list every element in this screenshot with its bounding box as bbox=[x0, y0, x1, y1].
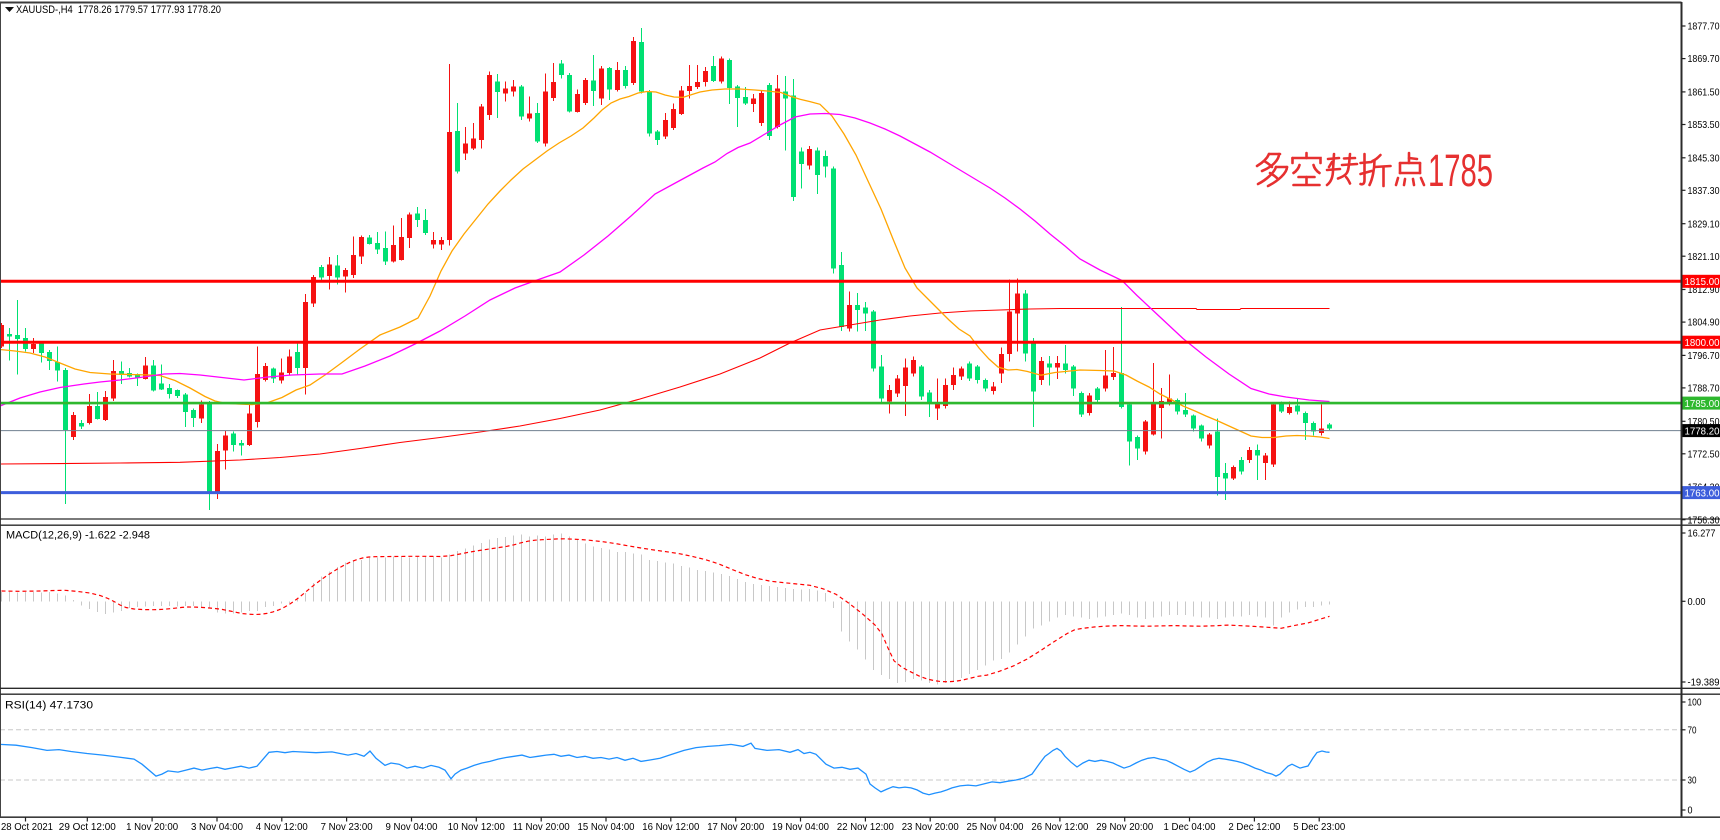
svg-text:29 Oct 12:00: 29 Oct 12:00 bbox=[59, 821, 116, 833]
svg-text:15 Nov 04:00: 15 Nov 04:00 bbox=[578, 821, 635, 833]
svg-text:1785.00: 1785.00 bbox=[1685, 398, 1720, 410]
svg-text:1 Dec 04:00: 1 Dec 04:00 bbox=[1164, 821, 1216, 833]
svg-text:17 Nov 20:00: 17 Nov 20:00 bbox=[707, 821, 764, 833]
svg-text:1772.50: 1772.50 bbox=[1688, 448, 1720, 460]
svg-text:1778.20: 1778.20 bbox=[1685, 426, 1720, 438]
svg-text:1796.70: 1796.70 bbox=[1688, 350, 1720, 362]
svg-text:11 Nov 20:00: 11 Nov 20:00 bbox=[513, 821, 570, 833]
svg-text:23 Nov 20:00: 23 Nov 20:00 bbox=[902, 821, 959, 833]
svg-text:19 Nov 04:00: 19 Nov 04:00 bbox=[772, 821, 829, 833]
svg-text:1853.50: 1853.50 bbox=[1688, 119, 1720, 131]
svg-text:100: 100 bbox=[1688, 697, 1702, 709]
svg-text:1877.70: 1877.70 bbox=[1688, 21, 1720, 33]
svg-text:9 Nov 04:00: 9 Nov 04:00 bbox=[386, 821, 438, 833]
svg-text:1829.10: 1829.10 bbox=[1688, 218, 1720, 230]
svg-text:1763.00: 1763.00 bbox=[1685, 488, 1720, 500]
svg-text:16 Nov 12:00: 16 Nov 12:00 bbox=[642, 821, 699, 833]
svg-text:1804.90: 1804.90 bbox=[1688, 317, 1720, 329]
svg-text:0.00: 0.00 bbox=[1688, 596, 1706, 608]
svg-text:5 Dec 23:00: 5 Dec 23:00 bbox=[1293, 821, 1345, 833]
svg-text:26 Nov 12:00: 26 Nov 12:00 bbox=[1031, 821, 1088, 833]
svg-text:28 Oct 2021: 28 Oct 2021 bbox=[1, 821, 53, 833]
svg-text:MACD(12,26,9) -1.622 -2.948: MACD(12,26,9) -1.622 -2.948 bbox=[6, 530, 150, 542]
svg-text:7 Nov 23:00: 7 Nov 23:00 bbox=[321, 821, 373, 833]
svg-text:XAUUSD-,H4 1778.26 1779.57 17: XAUUSD-,H4 1778.26 1779.57 1777.93 1778.… bbox=[16, 4, 221, 16]
svg-text:0: 0 bbox=[1688, 805, 1693, 817]
svg-text:1800.00: 1800.00 bbox=[1685, 337, 1720, 349]
svg-text:29 Nov 20:00: 29 Nov 20:00 bbox=[1096, 821, 1153, 833]
svg-text:2 Dec 12:00: 2 Dec 12:00 bbox=[1228, 821, 1280, 833]
svg-text:1788.70: 1788.70 bbox=[1688, 383, 1720, 395]
svg-text:30: 30 bbox=[1688, 775, 1697, 787]
svg-text:1756.30: 1756.30 bbox=[1688, 514, 1720, 526]
svg-text:RSI(14) 47.1730: RSI(14) 47.1730 bbox=[5, 700, 93, 712]
svg-text:10 Nov 12:00: 10 Nov 12:00 bbox=[448, 821, 505, 833]
svg-text:1821.10: 1821.10 bbox=[1688, 251, 1720, 263]
svg-text:1869.70: 1869.70 bbox=[1688, 53, 1720, 65]
svg-text:70: 70 bbox=[1688, 724, 1697, 736]
svg-text:1837.30: 1837.30 bbox=[1688, 185, 1720, 197]
svg-text:16.277: 16.277 bbox=[1688, 528, 1716, 540]
svg-text:22 Nov 12:00: 22 Nov 12:00 bbox=[837, 821, 894, 833]
svg-text:1 Nov 20:00: 1 Nov 20:00 bbox=[126, 821, 178, 833]
svg-text:1785: 1785 bbox=[1428, 145, 1493, 196]
svg-text:3 Nov 04:00: 3 Nov 04:00 bbox=[191, 821, 243, 833]
svg-text:25 Nov 04:00: 25 Nov 04:00 bbox=[967, 821, 1024, 833]
svg-text:1861.50: 1861.50 bbox=[1688, 87, 1720, 99]
svg-text:-19.389: -19.389 bbox=[1688, 677, 1720, 689]
svg-text:1845.30: 1845.30 bbox=[1688, 152, 1720, 164]
svg-text:4 Nov 12:00: 4 Nov 12:00 bbox=[256, 821, 308, 833]
svg-text:1815.00: 1815.00 bbox=[1685, 276, 1720, 288]
